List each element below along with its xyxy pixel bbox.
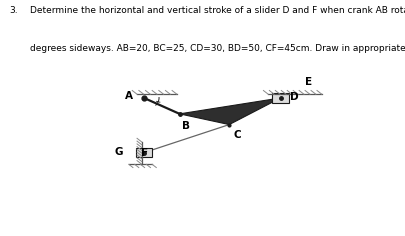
Bar [272, 93, 289, 103]
Text: C: C [233, 130, 241, 140]
Text: B: B [182, 121, 190, 131]
Text: Determine the horizontal and vertical stroke of a slider D and F when crank AB r: Determine the horizontal and vertical st… [30, 6, 405, 15]
Text: F: F [141, 148, 148, 158]
Text: G: G [115, 147, 123, 157]
Text: 3.: 3. [9, 6, 17, 15]
Polygon shape [180, 98, 281, 125]
Text: A: A [125, 91, 133, 101]
Text: degrees sideways. AB=20, BC=25, CD=30, BD=50, CF=45cm. Draw in appropriate scale: degrees sideways. AB=20, BC=25, CD=30, B… [30, 44, 405, 53]
Text: E: E [305, 77, 312, 87]
Bar [136, 148, 152, 157]
Text: D: D [290, 92, 298, 102]
